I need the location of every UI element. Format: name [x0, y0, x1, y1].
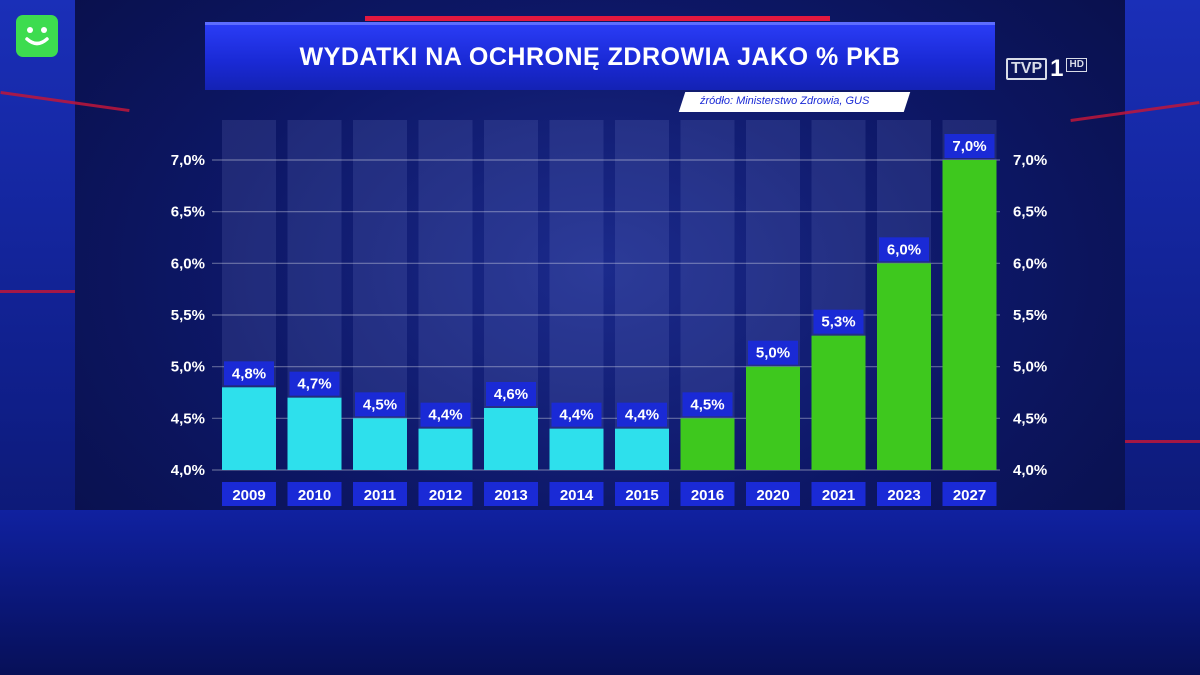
bar	[680, 418, 735, 470]
logo-brand: TVP	[1006, 58, 1048, 80]
category-label: 2020	[756, 487, 789, 504]
category-label-box	[877, 482, 931, 506]
y-tick-label-left: 5,5%	[171, 307, 205, 324]
bar	[549, 428, 604, 470]
studio-floor	[0, 510, 1200, 675]
bar	[418, 428, 473, 470]
bar-slot	[353, 120, 407, 470]
category-label: 2021	[822, 487, 855, 504]
category-label-box	[811, 482, 866, 506]
value-label-box	[748, 340, 798, 365]
y-tick-label-right: 5,5%	[1013, 307, 1047, 324]
y-tick-label-left: 4,0%	[171, 462, 205, 479]
value-label-box	[944, 134, 995, 158]
bar	[287, 397, 342, 470]
bar	[615, 428, 669, 470]
value-label-box	[224, 361, 274, 386]
category-label: 2009	[232, 487, 265, 504]
category-label-box	[484, 482, 538, 506]
category-label: 2023	[887, 487, 920, 504]
title-bar: WYDATKI NA OCHRONĘ ZDROWIA JAKO % PKB	[205, 22, 995, 90]
value-label: 4,7%	[297, 376, 331, 393]
bar	[746, 366, 800, 470]
badge-smiley	[16, 15, 58, 57]
category-label-box	[942, 482, 997, 506]
value-label: 6,0%	[887, 241, 921, 258]
y-tick-label-left: 7,0%	[171, 152, 205, 169]
value-label: 4,4%	[625, 407, 659, 424]
category-label-box	[615, 482, 669, 506]
decor-line	[1125, 440, 1200, 443]
bar-slot	[680, 120, 735, 470]
y-tick-label-left: 6,0%	[171, 255, 205, 272]
value-label: 7,0%	[952, 138, 986, 155]
category-label-box	[746, 482, 800, 506]
value-label: 4,5%	[363, 396, 397, 413]
channel-logo: TVP 1 HD	[1006, 55, 1087, 82]
value-label: 4,8%	[232, 365, 266, 382]
value-label-box	[617, 402, 667, 427]
y-tick-label-left: 6,5%	[171, 204, 205, 221]
y-tick-label-left: 4,5%	[171, 410, 205, 427]
category-label: 2016	[691, 487, 724, 504]
title-accent-line	[365, 16, 830, 21]
value-label: 4,4%	[428, 407, 462, 424]
category-label: 2012	[429, 487, 462, 504]
chart-title: WYDATKI NA OCHRONĘ ZDROWIA JAKO % PKB	[299, 43, 901, 71]
bar	[222, 387, 276, 470]
category-label: 2013	[494, 487, 527, 504]
value-label-box	[289, 371, 340, 396]
value-label-box	[879, 237, 929, 262]
bar	[811, 335, 866, 470]
bar	[877, 263, 931, 470]
source-label: źródło: Ministerstwo Zdrowia, GUS	[700, 95, 870, 107]
y-tick-label-right: 4,5%	[1013, 410, 1047, 427]
value-label-box	[813, 309, 864, 334]
category-label-box	[549, 482, 604, 506]
decor-line	[0, 290, 75, 293]
category-label-box	[353, 482, 407, 506]
value-label-box	[551, 402, 602, 427]
value-label-box	[682, 392, 733, 417]
category-label: 2011	[364, 487, 397, 504]
logo-channel: 1	[1050, 55, 1064, 82]
smiley-face-icon	[25, 27, 49, 46]
y-tick-label-right: 5,0%	[1013, 359, 1047, 376]
value-label: 5,3%	[821, 314, 855, 331]
category-label-box	[222, 482, 276, 506]
category-label-box	[287, 482, 342, 506]
bar	[484, 408, 538, 470]
y-tick-label-left: 5,0%	[171, 359, 205, 376]
value-label: 4,4%	[559, 407, 593, 424]
category-label: 2010	[298, 487, 331, 504]
value-label: 4,5%	[690, 396, 724, 413]
value-label-box	[420, 402, 471, 427]
y-tick-label-right: 6,0%	[1013, 255, 1047, 272]
category-label-box	[418, 482, 473, 506]
value-label: 5,0%	[756, 345, 790, 362]
y-tick-label-right: 6,5%	[1013, 204, 1047, 221]
y-tick-label-right: 4,0%	[1013, 462, 1047, 479]
y-tick-label-right: 7,0%	[1013, 152, 1047, 169]
value-label-box	[486, 382, 536, 406]
category-label: 2015	[625, 487, 658, 504]
category-label: 2027	[953, 487, 986, 504]
logo-quality: HD	[1066, 58, 1087, 72]
value-label: 4,6%	[494, 386, 528, 403]
value-label-box	[355, 392, 405, 417]
category-label-box	[680, 482, 735, 506]
bar	[353, 418, 407, 470]
category-label: 2014	[560, 487, 594, 504]
bar	[942, 160, 997, 470]
